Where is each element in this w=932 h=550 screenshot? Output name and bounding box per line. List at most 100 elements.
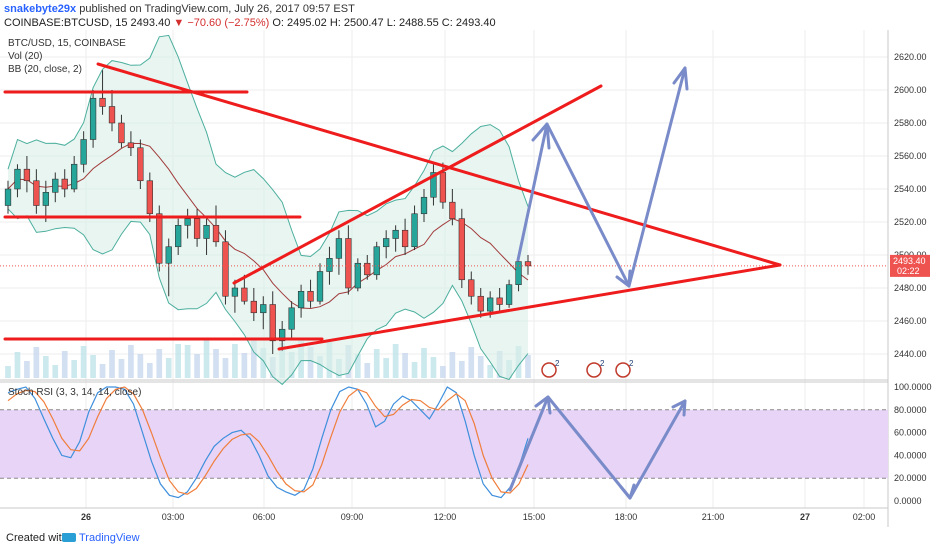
candle[interactable]: [297, 284, 305, 318]
candlestick-series[interactable]: [4, 70, 532, 354]
candle[interactable]: [203, 218, 210, 255]
candle[interactable]: [241, 274, 248, 305]
candle[interactable]: [335, 230, 343, 275]
chart-canvas[interactable]: 2 2 2 2620.00 2600.00 2580.00 2560.00 2540.0…: [0, 0, 932, 527]
rsi-projection-path[interactable]: [508, 395, 687, 500]
candle[interactable]: [449, 189, 456, 226]
time-tick-label: 15:00: [523, 512, 546, 522]
bollinger-basis: [7, 142, 529, 310]
volume-bar: [260, 348, 267, 378]
volume-bar: [80, 346, 87, 378]
event-count: 2: [629, 359, 634, 368]
price-projection-path[interactable]: [516, 66, 687, 288]
tradingview-logo[interactable]: TradingView: [62, 532, 140, 544]
candle[interactable]: [260, 296, 267, 330]
rsi-tick-label: 80.0000: [894, 405, 927, 415]
volume-bar: [364, 363, 371, 378]
candle[interactable]: [383, 230, 390, 259]
volume-bar: [175, 344, 182, 378]
candle[interactable]: [316, 263, 324, 305]
rsi-tick-label: 0.0000: [894, 496, 922, 506]
candle[interactable]: [184, 208, 191, 239]
time-tick-label: 18:00: [615, 512, 638, 522]
volume-bar: [440, 366, 446, 378]
arrowhead-2: [615, 269, 632, 288]
candle[interactable]: [108, 90, 116, 132]
price-tick-label: 2460.00: [894, 316, 927, 326]
candle[interactable]: [71, 156, 78, 193]
candle[interactable]: [345, 225, 352, 295]
candle[interactable]: [23, 156, 31, 193]
candle[interactable]: [52, 172, 59, 203]
candle[interactable]: [288, 301, 295, 338]
ascending-wedge-line[interactable]: [232, 84, 603, 285]
volume-legend[interactable]: Vol (20): [8, 51, 42, 62]
volume-bar: [458, 361, 465, 378]
candle[interactable]: [175, 218, 182, 255]
candle[interactable]: [89, 90, 97, 148]
candle[interactable]: [42, 180, 49, 222]
bollinger-legend[interactable]: BB (20, close, 2): [8, 64, 82, 75]
arrowhead-3: [672, 66, 689, 91]
drawing-lines[interactable]: [3, 62, 782, 351]
publisher-username[interactable]: snakebyte29x: [4, 3, 77, 15]
candle[interactable]: [118, 114, 125, 148]
volume-bar: [61, 351, 68, 378]
candle[interactable]: [33, 169, 40, 214]
candle[interactable]: [392, 225, 399, 252]
candle[interactable]: [222, 230, 229, 305]
candle[interactable]: [326, 246, 333, 285]
candle[interactable]: [269, 291, 276, 354]
candle[interactable]: [307, 279, 314, 308]
candle[interactable]: [373, 241, 380, 280]
event-marker-2[interactable]: 2: [586, 359, 605, 378]
rsi-axis[interactable]: 100.0000 80.0000 60.0000 40.0000 20.0000 0.00…: [894, 382, 932, 506]
price-tick-label: 2600.00: [894, 85, 927, 95]
volume-bar: [213, 349, 219, 378]
candle[interactable]: [61, 169, 68, 198]
time-axis[interactable]: 26 03:00 06:00 09:00 12:00 15:00 18:00 21:00 27 0…: [81, 512, 875, 522]
volume-bar: [194, 354, 200, 378]
candle[interactable]: [231, 279, 239, 313]
candle[interactable]: [505, 279, 513, 308]
candle[interactable]: [165, 238, 172, 297]
candle[interactable]: [4, 180, 12, 214]
candle[interactable]: [156, 205, 163, 272]
ascending-support-line[interactable]: [277, 263, 782, 351]
last-value: 2493.40: [130, 17, 171, 29]
time-tick-label: 21:00: [702, 512, 725, 522]
candle[interactable]: [193, 208, 201, 247]
candle[interactable]: [420, 189, 428, 222]
candle[interactable]: [430, 164, 437, 206]
candle[interactable]: [468, 271, 475, 305]
candle[interactable]: [279, 321, 286, 351]
candle[interactable]: [354, 258, 361, 292]
candle[interactable]: [411, 205, 418, 251]
volume-bar: [487, 365, 494, 378]
candle[interactable]: [127, 131, 135, 156]
candle[interactable]: [14, 164, 21, 198]
candle[interactable]: [80, 131, 87, 173]
event-markers[interactable]: 2 2 2: [541, 359, 634, 378]
stoch-rsi-legend[interactable]: Stoch RSI (3, 3, 14, 14, close): [8, 387, 141, 398]
candle[interactable]: [250, 288, 257, 321]
candle[interactable]: [458, 208, 465, 288]
price-tick-label: 2540.00: [894, 184, 927, 194]
price-tick-label: 2620.00: [894, 52, 927, 62]
candle[interactable]: [137, 139, 144, 190]
event-marker-1[interactable]: 2: [541, 359, 560, 378]
volume-bar: [165, 358, 172, 378]
symbol-legend[interactable]: BTC/USD, 15, COINBASE: [8, 38, 126, 49]
projection-arrows[interactable]: [508, 66, 689, 500]
event-marker-3[interactable]: 2: [615, 359, 634, 378]
candle[interactable]: [401, 218, 409, 255]
candle[interactable]: [212, 205, 220, 247]
candle[interactable]: [364, 255, 371, 280]
descending-trendline[interactable]: [96, 62, 782, 267]
low-value: L: 2488.55: [386, 17, 439, 29]
candle[interactable]: [146, 172, 153, 223]
candle[interactable]: [477, 288, 484, 318]
time-tick-label: 03:00: [162, 512, 185, 522]
candle[interactable]: [496, 288, 503, 312]
volume-bar: [241, 353, 248, 378]
